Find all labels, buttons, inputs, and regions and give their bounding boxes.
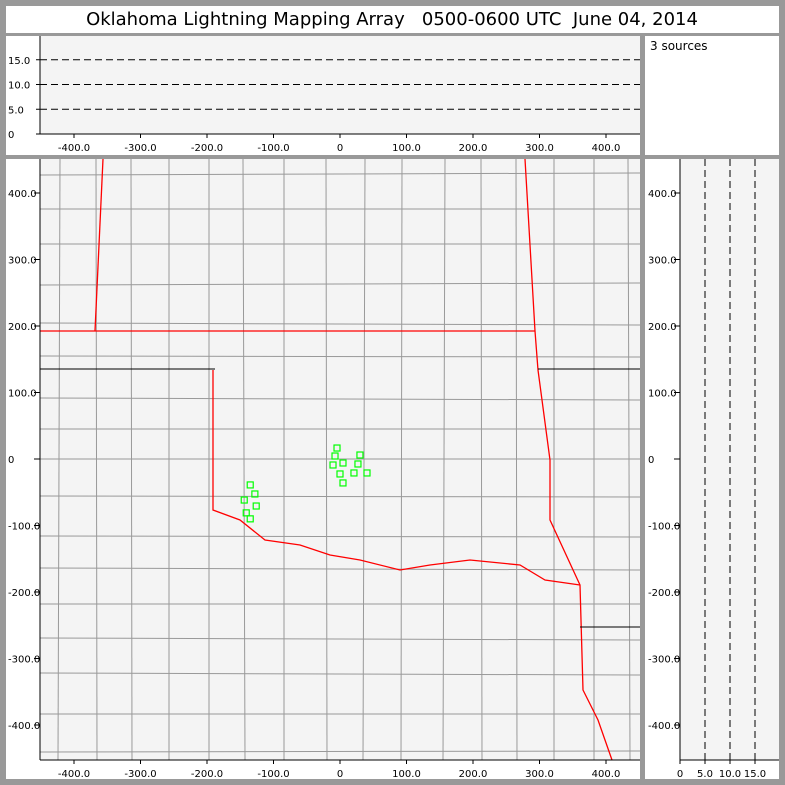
x-tick-label: 400.0 — [592, 769, 621, 780]
x-tick-label: 200.0 — [459, 143, 488, 154]
y-tick-label: 100.0 — [8, 389, 37, 400]
county-line — [39, 567, 641, 571]
x-tick-label: -200.0 — [191, 143, 223, 154]
lightning-source-point — [242, 509, 250, 517]
x-tick-label: 5.0 — [697, 769, 713, 780]
county-line — [39, 535, 641, 538]
county-line — [39, 322, 641, 326]
points-layer — [240, 444, 371, 523]
y-tick-label: 300.0 — [648, 256, 677, 267]
x-tick-label: -400.0 — [58, 769, 90, 780]
state-border — [212, 370, 581, 586]
lightning-source-point — [240, 496, 248, 504]
x-tick-label: -300.0 — [124, 769, 156, 780]
state-border — [94, 158, 104, 332]
lightning-source-point — [336, 470, 344, 478]
y-tick-label: 0 — [8, 455, 14, 466]
y-tick-label: 5.0 — [8, 105, 24, 116]
lightning-source-point — [333, 444, 341, 452]
lightning-source-point — [356, 451, 364, 459]
y-tick-label: 10.0 — [8, 81, 30, 92]
y-tick-label: 300.0 — [8, 256, 37, 267]
x-tick-label: 300.0 — [525, 769, 554, 780]
source-count: 3 sources — [650, 39, 708, 53]
x-tick-label: 200.0 — [459, 769, 488, 780]
x-tick-label: 300.0 — [525, 143, 554, 154]
lightning-source-point — [339, 459, 347, 467]
y-tick-label: -400.0 — [648, 721, 680, 732]
y-tick-label: 200.0 — [648, 322, 677, 333]
x-tick-label: 0 — [337, 769, 343, 780]
x-tick-label: 10.0 — [719, 769, 741, 780]
lightning-source-point — [363, 469, 371, 477]
state-border-black — [538, 368, 640, 628]
y-tick-label: 400.0 — [648, 189, 677, 200]
y-tick-label: -200.0 — [648, 588, 680, 599]
x-tick-label: -400.0 — [58, 143, 90, 154]
figure-title: Oklahoma Lightning Mapping Array 0500-06… — [86, 9, 698, 30]
lightning-source-point — [329, 461, 337, 469]
y-tick-label: -300.0 — [648, 655, 680, 666]
county-line — [39, 355, 641, 358]
y-tick-label: -200.0 — [8, 588, 40, 599]
lightning-source-point — [246, 481, 254, 489]
y-tick-label: -300.0 — [8, 655, 40, 666]
y-tick-label: 0 — [648, 455, 654, 466]
lightning-source-point — [252, 502, 260, 510]
x-tick-label: 400.0 — [592, 143, 621, 154]
county-line — [39, 282, 641, 286]
lightning-source-point — [339, 479, 347, 487]
x-tick-label: 100.0 — [392, 143, 421, 154]
x-tick-label: 100.0 — [392, 769, 421, 780]
x-tick-label: 15.0 — [744, 769, 766, 780]
state-border — [524, 158, 613, 761]
x-tick-label: 0 — [677, 769, 683, 780]
county-line — [39, 397, 641, 401]
axes-layer: -400.0 -300.0 -200.0 -100.0 0 100.0 200.0 300.0… — [8, 36, 779, 780]
county-line — [39, 172, 641, 176]
y-tick-label: 0 — [8, 130, 14, 141]
y-tick-label: 100.0 — [648, 389, 677, 400]
lightning-source-point — [350, 469, 358, 477]
title-box — [6, 6, 779, 33]
info-panel — [645, 36, 779, 155]
y-tick-label: -100.0 — [8, 522, 40, 533]
county-line — [39, 495, 641, 498]
x-tick-label: -200.0 — [191, 769, 223, 780]
y-tick-label: 400.0 — [8, 189, 37, 200]
lightning-source-point — [354, 460, 362, 468]
county-line — [39, 672, 641, 676]
y-tick-label: 200.0 — [8, 322, 37, 333]
x-tick-label: -300.0 — [124, 143, 156, 154]
county-line — [39, 750, 641, 753]
y-tick-label: -100.0 — [648, 522, 680, 533]
lightning-source-point — [246, 515, 254, 523]
x-tick-label: -100.0 — [257, 143, 289, 154]
x-tick-label: -100.0 — [257, 769, 289, 780]
y-tick-label: 15.0 — [8, 56, 30, 67]
y-tick-label: -400.0 — [8, 721, 40, 732]
x-tick-label: 0 — [337, 143, 343, 154]
county-line — [39, 637, 641, 641]
lightning-source-point — [251, 490, 259, 498]
county-map — [39, 158, 641, 761]
lightning-source-point — [331, 452, 339, 460]
